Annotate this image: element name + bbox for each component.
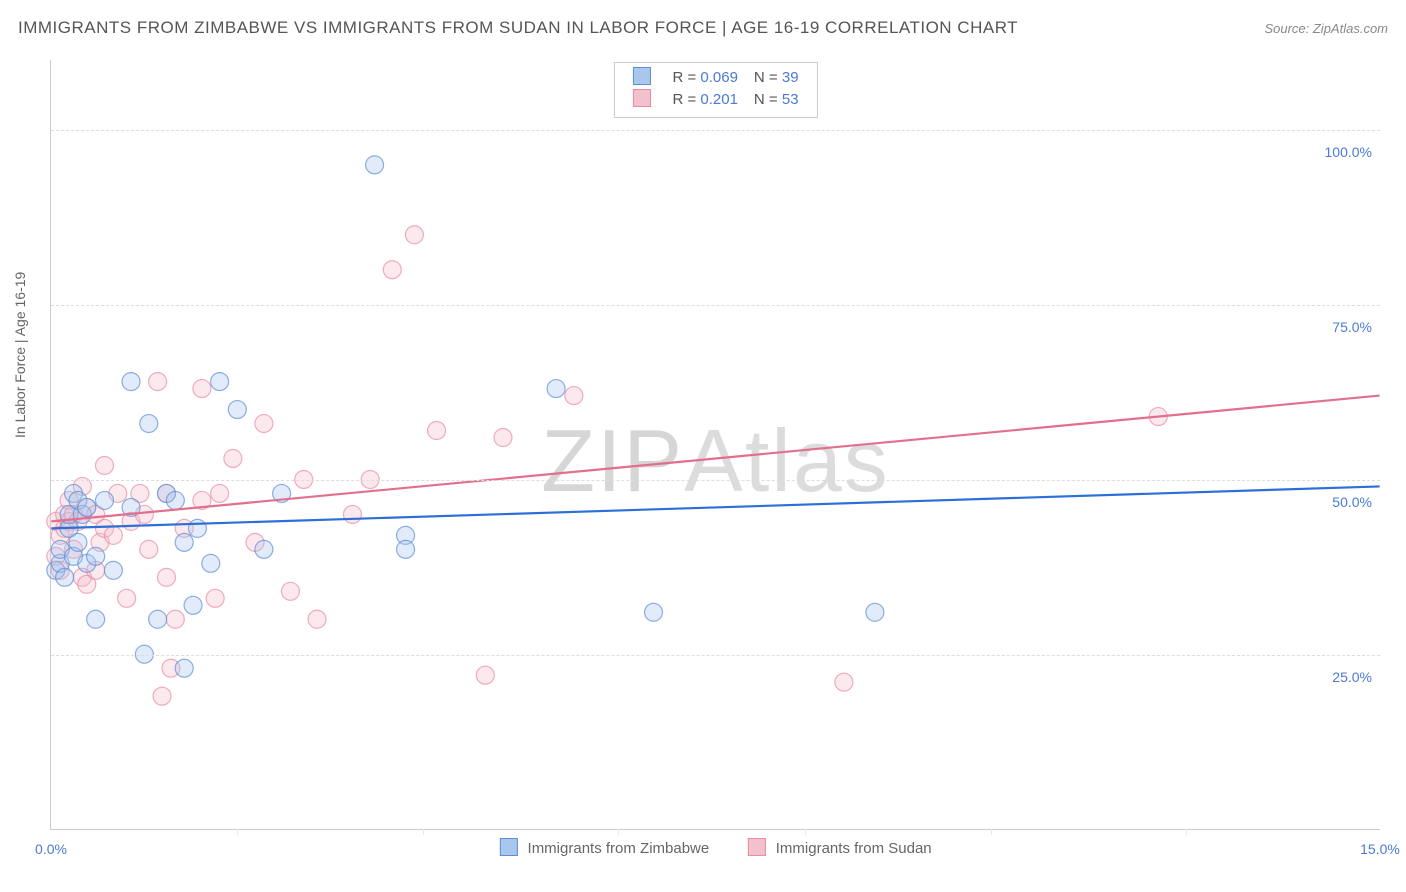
x-minor-tick [237, 829, 238, 835]
regression-line [51, 486, 1379, 528]
data-point [255, 540, 273, 558]
data-point [281, 582, 299, 600]
x-minor-tick [805, 829, 806, 835]
data-point [366, 156, 384, 174]
chart-title: IMMIGRANTS FROM ZIMBABWE VS IMMIGRANTS F… [18, 18, 1018, 38]
data-point [157, 568, 175, 586]
data-point [140, 540, 158, 558]
x-tick-min: 0.0% [35, 841, 67, 857]
data-point [494, 429, 512, 447]
y-axis-title: In Labor Force | Age 16-19 [12, 272, 28, 438]
data-point [96, 456, 114, 474]
data-point [184, 596, 202, 614]
data-point [149, 610, 167, 628]
n-value-zimbabwe: 39 [782, 69, 799, 86]
data-point [122, 373, 140, 391]
gridline-y [51, 480, 1380, 481]
data-point [87, 547, 105, 565]
scatter-svg [51, 60, 1380, 829]
data-point [56, 568, 74, 586]
data-point [166, 491, 184, 509]
y-tick-label: 25.0% [1332, 669, 1372, 685]
data-point [149, 373, 167, 391]
data-point [166, 610, 184, 628]
swatch-sudan [632, 89, 650, 107]
data-point [78, 498, 96, 516]
data-point [343, 505, 361, 523]
series-legend: Immigrants from Zimbabwe Immigrants from… [499, 838, 931, 857]
data-point [224, 449, 242, 467]
data-point [308, 610, 326, 628]
x-minor-tick [423, 829, 424, 835]
gridline-y [51, 130, 1380, 131]
data-point [202, 554, 220, 572]
data-point [175, 659, 193, 677]
data-point [104, 561, 122, 579]
y-tick-label: 100.0% [1325, 144, 1372, 160]
gridline-y [51, 305, 1380, 306]
series-label-sudan: Immigrants from Sudan [776, 840, 932, 857]
data-point [104, 526, 122, 544]
legend-row-zimbabwe: R = 0.069 N = 39 [624, 67, 806, 89]
series-label-zimbabwe: Immigrants from Zimbabwe [528, 840, 710, 857]
regression-line [51, 396, 1379, 522]
x-tick-max: 15.0% [1360, 841, 1400, 857]
data-point [188, 519, 206, 537]
data-point [866, 603, 884, 621]
data-point [206, 589, 224, 607]
data-point [835, 673, 853, 691]
data-point [211, 484, 229, 502]
data-point [87, 610, 105, 628]
data-point [255, 415, 273, 433]
y-tick-label: 75.0% [1332, 319, 1372, 335]
r-value-sudan: 0.201 [700, 91, 738, 108]
data-point [118, 589, 136, 607]
swatch-zimbabwe [632, 67, 650, 85]
correlation-legend: R = 0.069 N = 39 R = 0.201 N = 53 [613, 62, 817, 118]
r-value-zimbabwe: 0.069 [700, 69, 738, 86]
data-point [397, 540, 415, 558]
x-minor-tick [1186, 829, 1187, 835]
data-point [69, 533, 87, 551]
data-point [405, 226, 423, 244]
legend-row-sudan: R = 0.201 N = 53 [624, 89, 806, 111]
plot-area: ZIPAtlas R = 0.069 N = 39 R = 0.201 N = … [50, 60, 1380, 830]
data-point [383, 261, 401, 279]
data-point [96, 491, 114, 509]
data-point [547, 380, 565, 398]
data-point [565, 387, 583, 405]
data-point [211, 373, 229, 391]
data-point [175, 533, 193, 551]
data-point [153, 687, 171, 705]
source-credit: Source: ZipAtlas.com [1264, 21, 1388, 36]
data-point [140, 415, 158, 433]
x-minor-tick [618, 829, 619, 835]
data-point [476, 666, 494, 684]
data-point [228, 401, 246, 419]
swatch-sudan-bottom [748, 838, 766, 856]
swatch-zimbabwe-bottom [499, 838, 517, 856]
data-point [428, 422, 446, 440]
x-minor-tick [991, 829, 992, 835]
gridline-y [51, 655, 1380, 656]
y-tick-label: 50.0% [1332, 494, 1372, 510]
n-value-sudan: 53 [782, 91, 799, 108]
data-point [193, 380, 211, 398]
data-point [645, 603, 663, 621]
